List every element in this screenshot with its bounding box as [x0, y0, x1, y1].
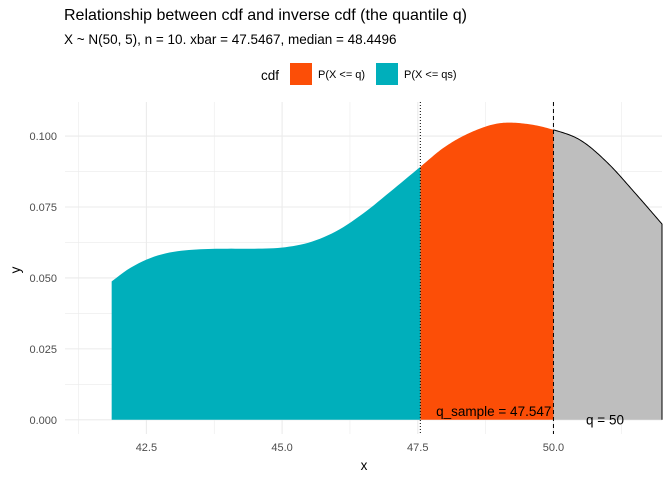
- chart-title: Relationship between cdf and inverse cdf…: [64, 7, 467, 24]
- axis-ticks: 42.5 45.0 47.5 50.0 0.000 0.025 0.050 0.075 0.10…: [29, 131, 564, 454]
- area-upper-tail: [553, 129, 662, 420]
- x-tick-label: 50.0: [543, 442, 564, 454]
- annotations: q_sample = 47.547 q = 50: [436, 404, 624, 428]
- y-tick-label: 0.000: [29, 415, 57, 427]
- legend: cdf P(X <= q) P(X <= qs): [261, 63, 457, 85]
- annotation-label: q = 50: [586, 412, 624, 427]
- area-p-x-le-qs: [111, 166, 421, 420]
- x-tick-label: 45.0: [271, 442, 292, 454]
- legend-swatch-qs: [376, 63, 398, 85]
- area-p-x-le-q: [420, 122, 554, 420]
- legend-label-q: P(X <= q): [318, 69, 365, 81]
- y-tick-label: 0.025: [29, 344, 57, 356]
- reference-lines: [419, 102, 554, 434]
- y-tick-label: 0.100: [29, 131, 57, 143]
- legend-title: cdf: [261, 68, 279, 83]
- x-tick-label: 47.5: [407, 442, 428, 454]
- x-axis-title: x: [361, 458, 368, 473]
- legend-swatch-q: [290, 63, 312, 85]
- y-axis-title: y: [8, 266, 23, 273]
- y-tick-label: 0.050: [29, 273, 57, 285]
- density-areas: [111, 122, 663, 420]
- legend-label-qs: P(X <= qs): [404, 69, 457, 81]
- annotation-label: q_sample = 47.547: [436, 404, 551, 419]
- density-curve: [553, 129, 663, 420]
- chart-subtitle: X ~ N(50, 5), n = 10. xbar = 47.5467, me…: [64, 32, 397, 47]
- x-tick-label: 42.5: [136, 442, 157, 454]
- y-tick-label: 0.075: [29, 202, 57, 214]
